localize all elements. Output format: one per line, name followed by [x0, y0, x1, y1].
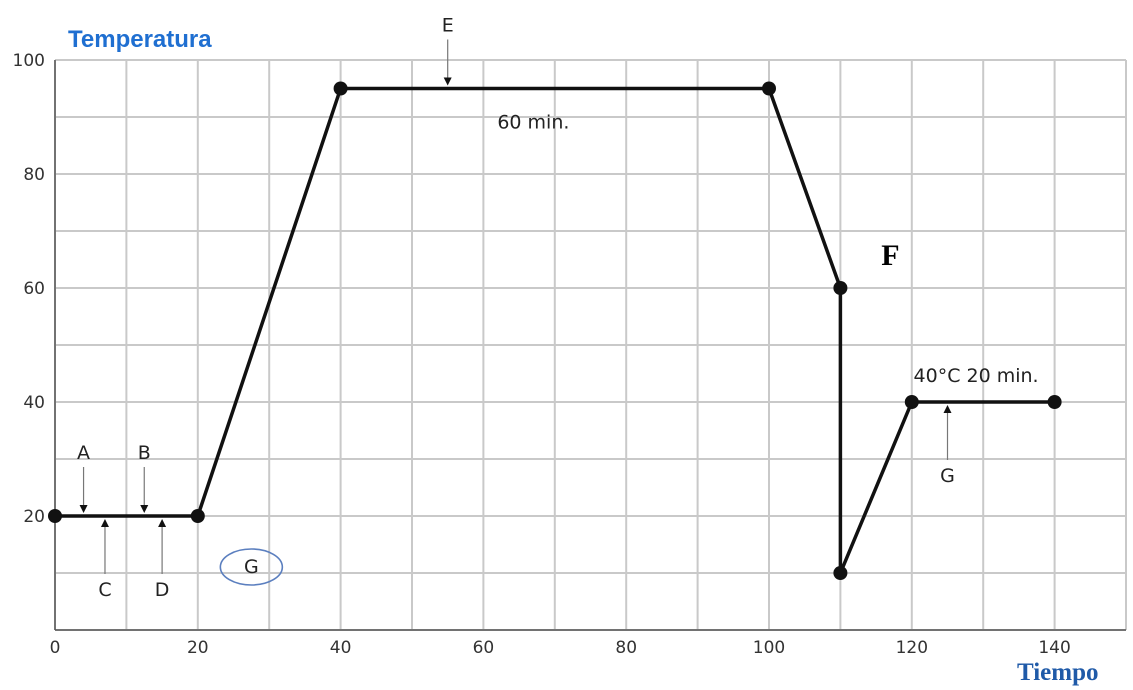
- grid: [54, 59, 1127, 631]
- text-labels: 60 min. 40°C 20 min. F G: [219, 111, 1039, 586]
- x-axis-label: Tiempo: [1017, 659, 1099, 686]
- data-point: [190, 509, 205, 523]
- series-layer: [48, 81, 1062, 580]
- annotation-label: B: [138, 442, 151, 464]
- x-tick-label: 80: [615, 638, 637, 658]
- series-line: [55, 86, 1055, 575]
- label-f: F: [881, 239, 899, 272]
- data-point: [1047, 395, 1062, 409]
- annotation-a: A: [77, 442, 90, 513]
- arrow-head: [79, 505, 88, 513]
- label-forty-c: 40°C 20 min.: [914, 365, 1039, 387]
- tick-labels: 0 20 40 60 80 100 120 140 20 40 60 80 100: [13, 51, 1071, 658]
- arrow-head: [943, 405, 952, 413]
- y-tick-label: 80: [23, 165, 45, 185]
- y-tick-label: 40: [23, 393, 45, 413]
- x-tick-label: 60: [473, 638, 495, 658]
- x-tick-label: 40: [330, 638, 352, 658]
- label-g1: G: [244, 556, 259, 578]
- data-point: [833, 281, 848, 295]
- y-axis-label: Temperatura: [68, 26, 212, 53]
- data-point: [333, 81, 348, 96]
- annotation-label: A: [77, 442, 90, 464]
- y-tick-label: 100: [13, 51, 45, 71]
- annotation-label: D: [155, 579, 170, 601]
- y-tick-label: 60: [23, 279, 45, 299]
- annotation-label: E: [442, 15, 454, 37]
- annotation-e: E: [442, 15, 454, 86]
- data-point: [833, 566, 848, 580]
- annotation-label: C: [98, 579, 111, 601]
- arrow-head: [100, 519, 109, 527]
- data-point: [48, 509, 62, 523]
- annotation-label: G: [940, 465, 955, 487]
- x-tick-label: 20: [187, 638, 209, 658]
- annotation-d: D: [155, 519, 170, 601]
- label-sixty-min: 60 min.: [497, 111, 569, 133]
- x-tick-label: 120: [896, 638, 928, 658]
- annotations: A B C D E G: [77, 15, 955, 602]
- annotation-b: B: [138, 442, 151, 513]
- x-tick-label: 100: [753, 638, 785, 658]
- y-tick-label: 20: [23, 507, 45, 527]
- arrow-head: [158, 519, 167, 527]
- x-tick-label: 0: [50, 638, 61, 658]
- annotation-g2: G: [940, 405, 955, 487]
- arrow-head: [443, 77, 452, 86]
- g-circle: [219, 548, 284, 586]
- data-point: [904, 395, 919, 409]
- annotation-c: C: [98, 519, 112, 601]
- data-point: [762, 81, 776, 96]
- arrow-head: [140, 505, 149, 513]
- x-tick-label: 140: [1038, 638, 1070, 658]
- axes: [54, 60, 1126, 631]
